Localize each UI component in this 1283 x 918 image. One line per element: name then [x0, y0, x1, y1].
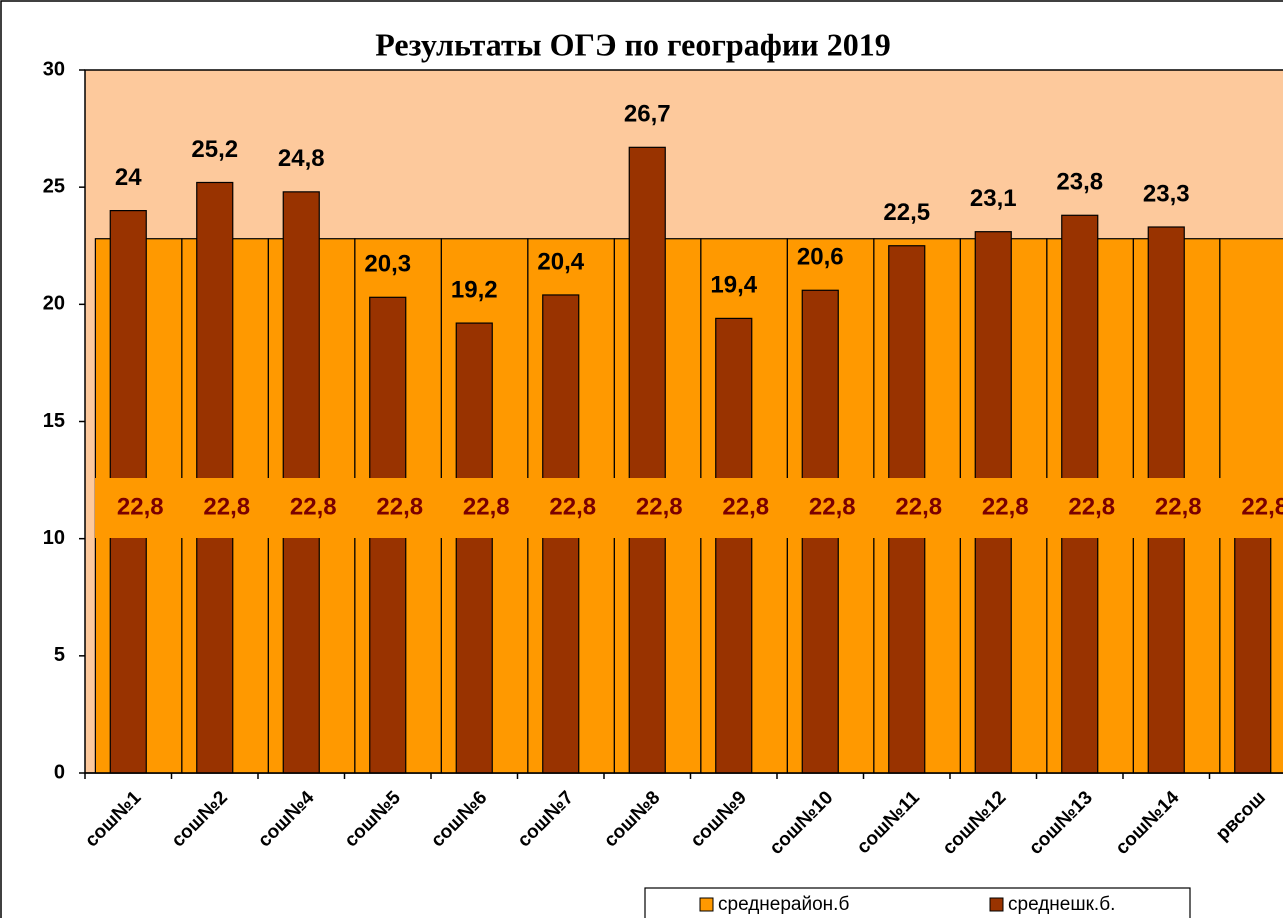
- legend-label: среднерайон.б: [718, 894, 849, 915]
- value-label: 24,8: [278, 145, 325, 172]
- y-tick-label: 10: [43, 527, 65, 549]
- value-label: 22,8: [982, 493, 1029, 520]
- value-label-box: [1219, 478, 1283, 538]
- value-label-box: [787, 478, 875, 538]
- value-label: 22,8: [722, 493, 769, 520]
- y-tick-label: 30: [43, 58, 65, 80]
- y-tick-label: 5: [54, 644, 65, 666]
- legend-swatch: [989, 897, 1004, 912]
- bar: [1234, 526, 1272, 774]
- y-tick-label: 25: [43, 175, 65, 197]
- value-label: 23,1: [970, 185, 1017, 212]
- value-label-box: [441, 478, 529, 538]
- y-tick-label: 0: [54, 761, 65, 783]
- bar: [455, 322, 493, 774]
- value-label: 19,2: [451, 276, 498, 303]
- y-tick-label: 15: [43, 410, 65, 432]
- value-label: 22,8: [290, 493, 337, 520]
- value-label-box: [181, 478, 269, 538]
- value-label: 22,8: [895, 493, 942, 520]
- value-label: 25,2: [191, 136, 238, 163]
- value-label-box: [1133, 478, 1221, 538]
- value-label: 22,8: [809, 493, 856, 520]
- value-label: 22,8: [1241, 493, 1283, 520]
- value-label: 23,8: [1056, 169, 1103, 196]
- value-label: 23,3: [1143, 180, 1190, 207]
- value-label-box: [1046, 478, 1134, 538]
- y-tick-label: 20: [43, 293, 65, 315]
- value-label: 22,8: [376, 493, 423, 520]
- value-label: 22,8: [117, 493, 164, 520]
- value-label: 22,8: [549, 493, 596, 520]
- bar: [715, 317, 753, 774]
- value-label-box: [960, 478, 1048, 538]
- value-label-box: [354, 478, 442, 538]
- value-label-box: [873, 478, 961, 538]
- bar: [196, 181, 234, 774]
- bar: [628, 146, 666, 774]
- value-label: 20,3: [364, 251, 411, 278]
- value-label: 22,8: [1068, 493, 1115, 520]
- value-label-box: [700, 478, 788, 538]
- value-label: 24: [115, 164, 142, 191]
- value-label-box: [268, 478, 356, 538]
- value-label-box: [527, 478, 615, 538]
- chart-title: Результаты ОГЭ по географии 2019: [375, 26, 890, 62]
- value-label-box: [614, 478, 702, 538]
- value-label: 20,6: [797, 244, 844, 271]
- value-label: 22,8: [636, 493, 683, 520]
- value-label: 22,8: [1155, 493, 1202, 520]
- legend: [644, 887, 1191, 918]
- value-label: 26,7: [624, 101, 671, 128]
- value-label: 22,8: [463, 493, 510, 520]
- value-label: 22,5: [883, 199, 930, 226]
- legend-label: среднешк.б.: [1008, 894, 1115, 915]
- value-label: 19,4: [710, 272, 757, 299]
- value-label-box: [95, 478, 183, 538]
- value-label: 22,8: [203, 493, 250, 520]
- value-label: 20,4: [537, 248, 584, 275]
- legend-swatch: [699, 897, 714, 912]
